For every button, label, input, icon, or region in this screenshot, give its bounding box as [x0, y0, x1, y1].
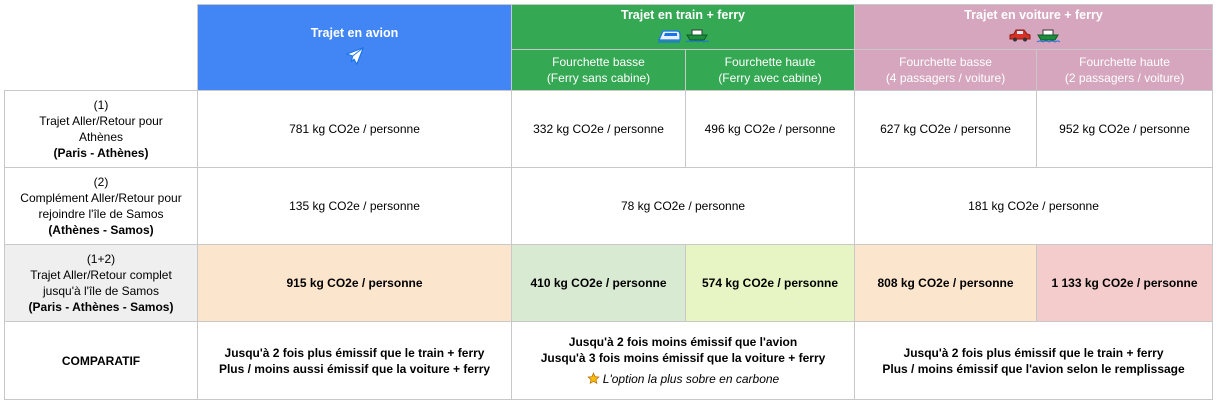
- row-number: (1+2): [86, 252, 116, 266]
- row-label: rejoindre l'île de Samos: [38, 207, 164, 221]
- cell-train-low-total: 410 kg CO2e / personne: [511, 244, 686, 322]
- plane-header: Trajet en avion: [197, 4, 512, 91]
- comparatif-car: Jusqu'à 2 fois plus émissif que le train…: [854, 321, 1214, 400]
- train-header-title: Trajet en train + ferry: [621, 8, 746, 22]
- subheader-train-low: Fourchette basse (Ferry sans cabine): [511, 49, 686, 91]
- row-label: Athènes: [78, 130, 124, 144]
- table-row: (2) Complément Aller/Retour pour rejoind…: [4, 167, 1214, 245]
- subheader-car-low: Fourchette basse (4 passagers / voiture): [854, 49, 1038, 91]
- row-header-1: (1) Trajet Aller/Retour pour Athènes (Pa…: [4, 90, 198, 168]
- row-route: (Athènes - Samos): [48, 223, 154, 237]
- cell-car-high: 952 kg CO2e / personne: [1036, 90, 1214, 168]
- subheader-line: Fourchette basse: [552, 55, 645, 69]
- cell-car-high-total: 1 133 kg CO2e / personne: [1036, 244, 1214, 322]
- ferry-icon: [685, 27, 710, 43]
- ferry-icon: [1036, 27, 1060, 43]
- car-header: Trajet en voiture + ferry: [854, 4, 1214, 50]
- emissions-table: Trajet en avion Trajet en train + ferry: [4, 4, 1214, 400]
- subheader-car-high: Fourchette haute (2 passagers / voiture): [1036, 49, 1214, 91]
- subheader-line: (4 passagers / voiture): [885, 71, 1006, 85]
- car-icon: [1008, 27, 1032, 43]
- car-header-title: Trajet en voiture + ferry: [964, 8, 1103, 22]
- cell-train-high: 496 kg CO2e / personne: [684, 90, 856, 168]
- cell-car-low: 627 kg CO2e / personne: [854, 90, 1038, 168]
- row-header-2: (2) Complément Aller/Retour pour rejoind…: [4, 167, 198, 245]
- comparatif-plane: Jusqu'à 2 fois plus émissif que le train…: [197, 321, 512, 400]
- cell-plane-total: 915 kg CO2e / personne: [197, 244, 512, 322]
- star-icon: [587, 372, 600, 385]
- train-icon: [657, 27, 681, 43]
- subheader-train-high: Fourchette haute (Ferry avec cabine): [684, 49, 856, 91]
- row-label: Complément Aller/Retour pour: [20, 191, 182, 205]
- comparatif-line: Jusqu'à 2 fois plus émissif que le train…: [903, 345, 1164, 360]
- table-row: (1) Trajet Aller/Retour pour Athènes (Pa…: [4, 90, 1214, 168]
- subheader-line: (Ferry sans cabine): [546, 71, 651, 85]
- row-label: Trajet Aller/Retour pour: [39, 114, 163, 128]
- subheader-line: Fourchette haute: [724, 55, 816, 69]
- comparatif-note: L'option la plus sobre en carbone: [516, 371, 850, 387]
- comparatif-line: Plus / moins émissif que l'avion selon l…: [882, 361, 1185, 376]
- table-row: (1+2) Trajet Aller/Retour complet jusqu'…: [4, 244, 1214, 322]
- airplane-icon: [344, 45, 366, 67]
- plane-header-title: Trajet en avion: [310, 25, 399, 40]
- subheader-line: (Ferry avec cabine): [718, 71, 822, 85]
- comparatif-line: Plus / moins aussi émissif que la voitur…: [218, 361, 491, 376]
- row-number: (1): [93, 98, 109, 112]
- comparatif-line: Jusqu'à 3 fois moins émissif que la voit…: [540, 351, 826, 365]
- subheader-line: (2 passagers / voiture): [1064, 71, 1185, 85]
- comparatif-train: Jusqu'à 2 fois moins émissif que l'avion…: [510, 321, 856, 400]
- table-row: COMPARATIF Jusqu'à 2 fois plus émissif q…: [4, 321, 1214, 400]
- row-label: jusqu'à l'île de Samos: [43, 284, 159, 298]
- row-label: Trajet Aller/Retour complet: [30, 268, 172, 282]
- corner-blank-cell: [4, 4, 198, 91]
- cell-car-low-total: 808 kg CO2e / personne: [854, 244, 1038, 322]
- cell-train: 78 kg CO2e / personne: [510, 167, 856, 245]
- row-route: (Paris - Athènes): [53, 146, 149, 160]
- comparatif-label: COMPARATIF: [4, 321, 198, 400]
- cell-train-high-total: 574 kg CO2e / personne: [684, 244, 856, 322]
- comparatif-line: Jusqu'à 2 fois plus émissif que le train…: [224, 345, 485, 360]
- row-number: (2): [93, 175, 109, 189]
- cell-plane: 135 kg CO2e / personne: [197, 167, 512, 245]
- train-header: Trajet en train + ferry: [510, 4, 856, 50]
- cell-plane: 781 kg CO2e / personne: [197, 90, 512, 168]
- cell-car: 181 kg CO2e / personne: [854, 167, 1214, 245]
- subheader-line: Fourchette haute: [1079, 55, 1170, 69]
- comparatif-note-text: L'option la plus sobre en carbone: [602, 372, 780, 386]
- comparatif-line: Jusqu'à 2 fois moins émissif que l'avion: [568, 335, 798, 349]
- cell-train-low: 332 kg CO2e / personne: [511, 90, 686, 168]
- subheader-line: Fourchette basse: [899, 55, 992, 69]
- row-route: (Paris - Athènes - Samos): [28, 300, 174, 314]
- row-header-3: (1+2) Trajet Aller/Retour complet jusqu'…: [4, 244, 198, 322]
